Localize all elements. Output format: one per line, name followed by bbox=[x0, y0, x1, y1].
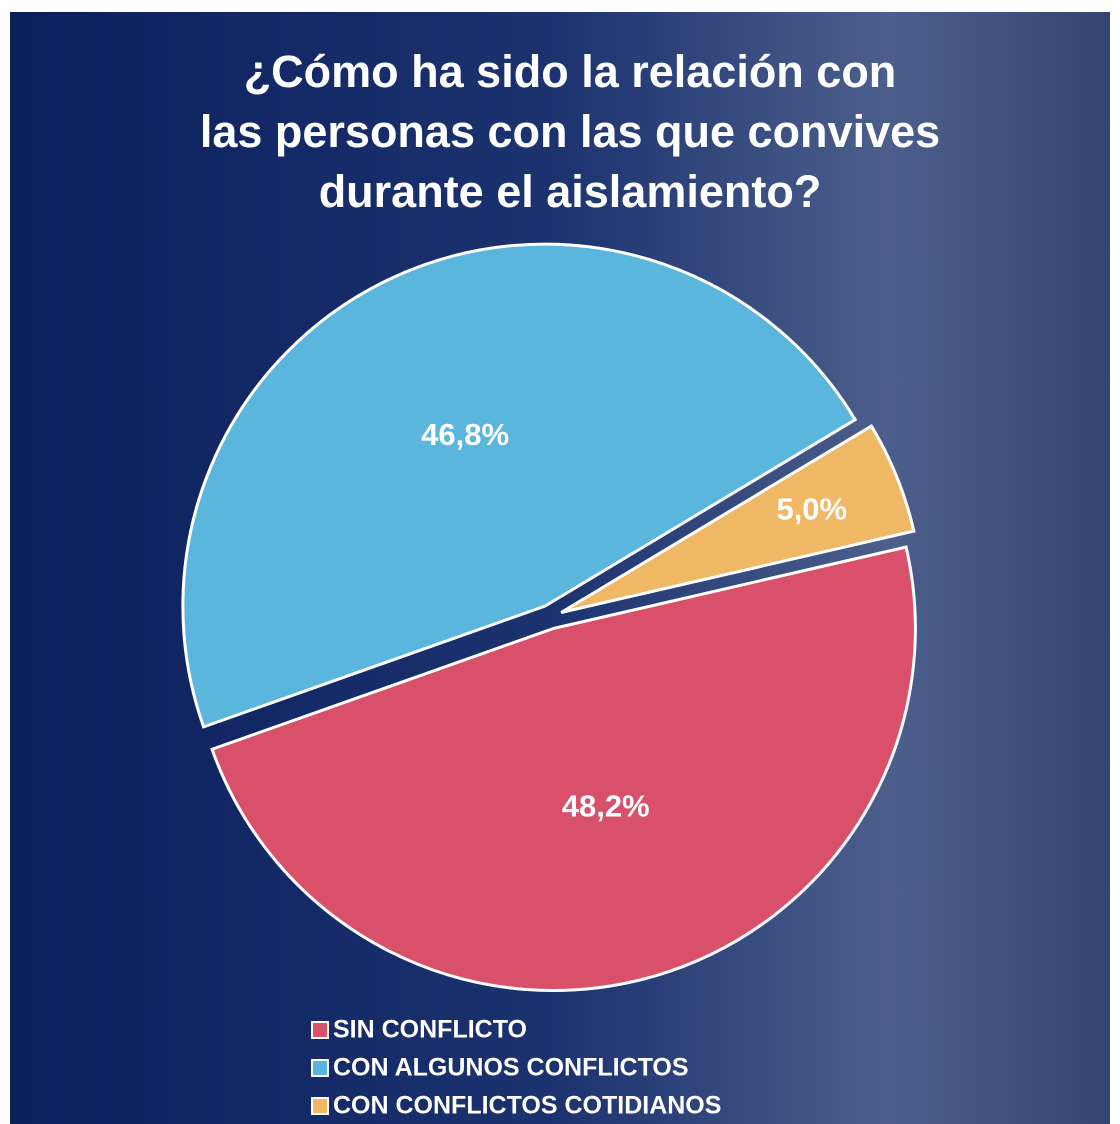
legend-swatch bbox=[312, 1098, 328, 1114]
value-label: 46,8% bbox=[421, 417, 509, 452]
value-label: 5,0% bbox=[776, 491, 847, 526]
legend-label: CON ALGUNOS CONFLICTOS bbox=[333, 1054, 689, 1082]
legend-label: SIN CONFLICTO bbox=[333, 1016, 527, 1044]
value-label: 48,2% bbox=[562, 788, 650, 823]
chart-title: ¿Cómo ha sido la relación con bbox=[244, 46, 897, 97]
legend-swatch bbox=[312, 1022, 328, 1038]
chart-title: durante el aislamiento? bbox=[319, 166, 822, 217]
legend-label: CON CONFLICTOS COTIDIANOS bbox=[333, 1092, 721, 1120]
legend-swatch bbox=[312, 1060, 328, 1076]
chart: ¿Cómo ha sido la relación con las person… bbox=[0, 0, 1120, 1124]
chart-title: las personas con las que convives bbox=[200, 106, 940, 157]
